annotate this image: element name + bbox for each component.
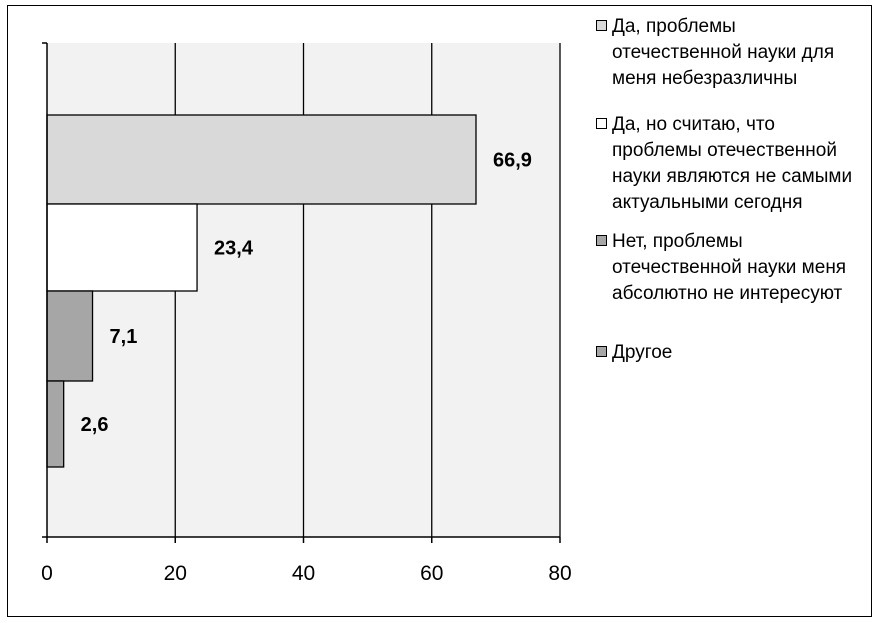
x-tick-label: 80 (548, 562, 571, 585)
legend-item-2: Да, но считаю, что проблемы отечественно… (594, 112, 864, 216)
legend-label-2: Да, но считаю, что проблемы отечественно… (612, 114, 853, 213)
bar-2 (46, 203, 198, 292)
x-tick-label: 40 (292, 562, 315, 585)
data-label-1: 66,9 (493, 150, 532, 172)
legend-swatch-1 (596, 20, 607, 31)
bar-3 (46, 290, 94, 382)
legend-label-4: Другое (612, 342, 673, 363)
data-label-4: 2,6 (81, 414, 109, 436)
legend-item-3: Нет, проблемы отечественной науки меня а… (594, 229, 864, 307)
legend-label-1: Да, проблемы отечественной науки для мен… (612, 16, 835, 89)
bar-1 (46, 114, 477, 205)
legend-swatch-2 (596, 118, 607, 129)
data-label-2: 23,4 (214, 238, 254, 260)
bar-4 (46, 380, 65, 468)
legend: Да, проблемы отечественной науки для мен… (594, 14, 864, 366)
legend-swatch-4 (596, 346, 607, 357)
x-tick-label: 0 (41, 562, 53, 585)
legend-label-3: Нет, проблемы отечественной науки меня а… (612, 231, 847, 304)
data-label-3: 7,1 (110, 326, 138, 348)
legend-swatch-3 (596, 235, 607, 246)
x-tick-label: 60 (420, 562, 443, 585)
legend-item-4: Другое (594, 340, 864, 366)
legend-item-1: Да, проблемы отечественной науки для мен… (594, 14, 864, 92)
x-tick-label: 20 (164, 562, 187, 585)
